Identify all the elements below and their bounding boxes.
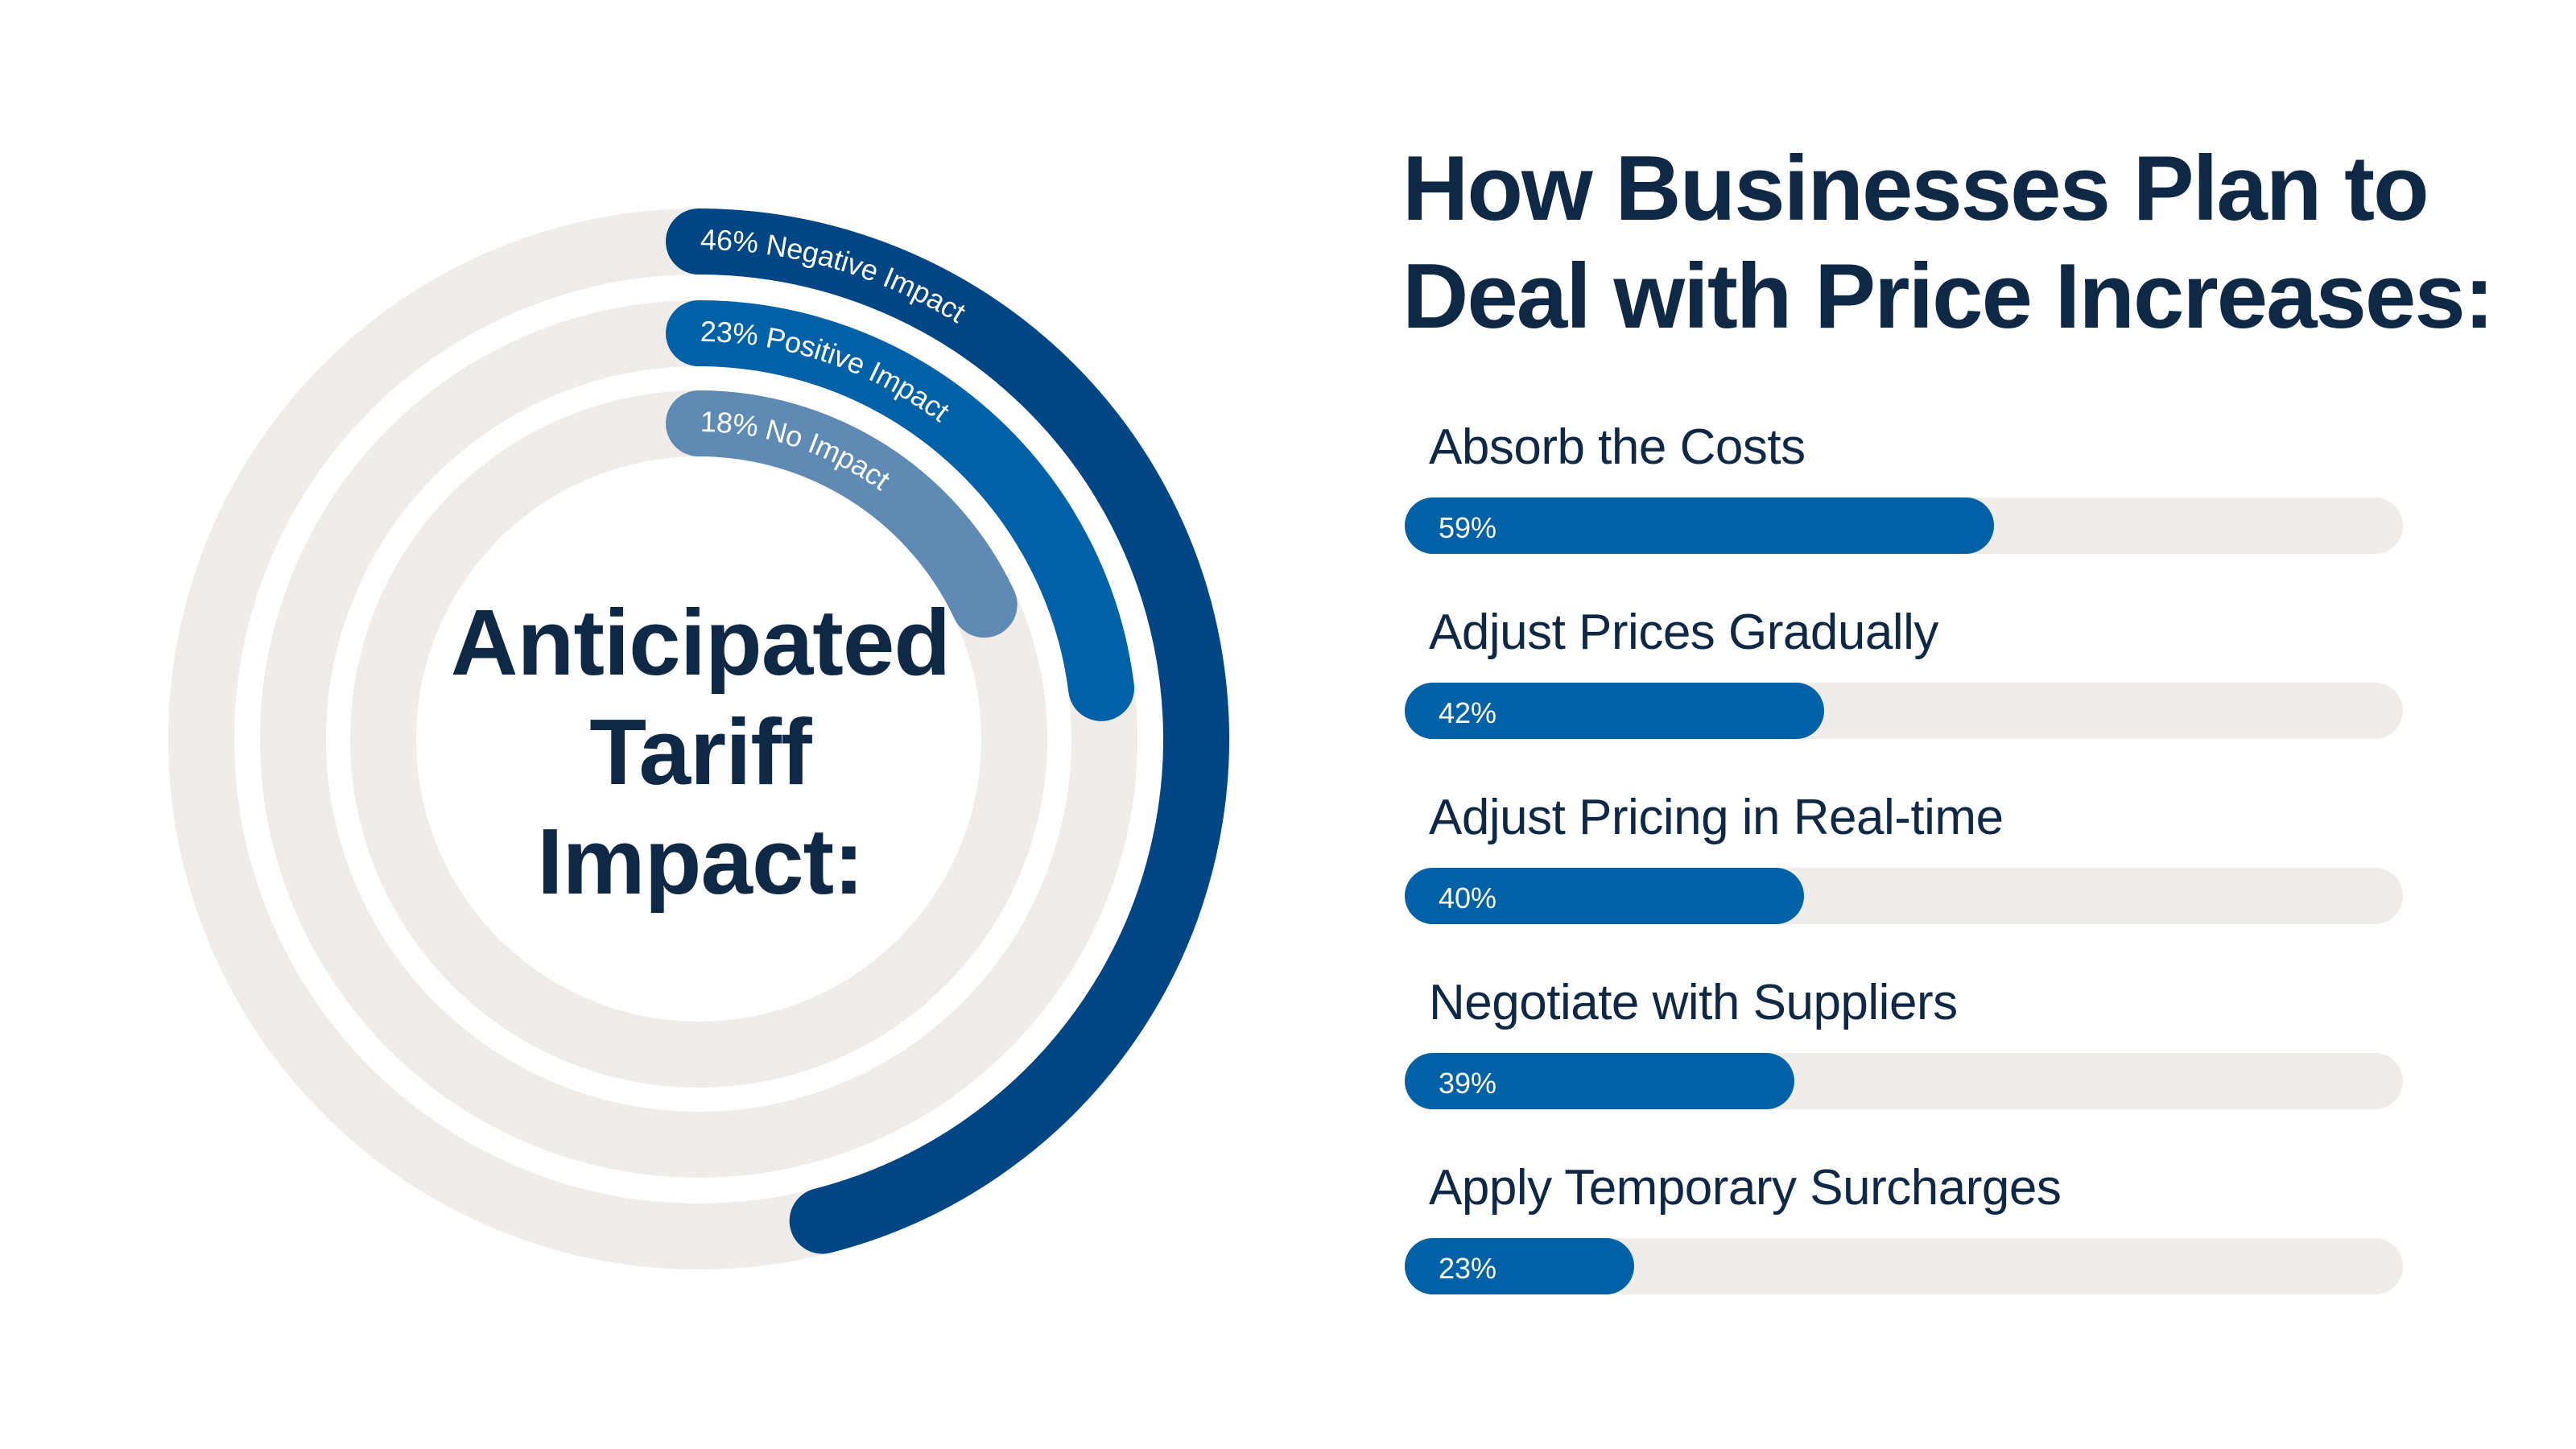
bar-fill: 59% — [1405, 497, 1994, 554]
bar-value-label: 59% — [1439, 511, 1497, 544]
bar-item: Adjust Pricing in Real-time 40% — [1405, 773, 2403, 934]
bar-title-line-1: How Businesses Plan to — [1402, 138, 2429, 240]
bar-track: 59% — [1405, 497, 2403, 554]
radial-arc-3 — [666, 390, 1018, 638]
bar-value-label: 42% — [1439, 696, 1497, 729]
radial-arc-1 — [666, 208, 1229, 1254]
bar-item: Adjust Prices Gradually 42% — [1405, 588, 2403, 749]
bar-item: Apply Temporary Surcharges 23% — [1405, 1143, 2403, 1304]
bar-chart-title: How Businesses Plan to Deal with Price I… — [1402, 135, 2545, 351]
bar-fill: 39% — [1405, 1053, 1794, 1109]
bar-value-label: 23% — [1439, 1252, 1497, 1285]
bar-track: 40% — [1405, 868, 2403, 924]
bar-label: Absorb the Costs — [1429, 419, 1806, 475]
radial-title-line-1: Anticipated — [450, 590, 952, 695]
bar-track: 23% — [1405, 1238, 2403, 1294]
bar-label: Negotiate with Suppliers — [1429, 975, 1958, 1030]
bar-fill: 40% — [1405, 868, 1804, 924]
bar-value-label: 39% — [1439, 1067, 1497, 1100]
bar-track: 42% — [1405, 683, 2403, 739]
bar-title-line-2: Deal with Price Increases: — [1402, 246, 2495, 348]
bar-label: Adjust Prices Gradually — [1429, 605, 1938, 660]
bar-fill: 23% — [1405, 1238, 1635, 1294]
radial-arc-2 — [666, 300, 1135, 721]
radial-title-line-2: Tariff — [589, 700, 811, 804]
bar-fill: 42% — [1405, 683, 1824, 739]
bar-track: 39% — [1405, 1053, 2403, 1109]
bar-value-label: 40% — [1439, 881, 1497, 914]
radial-title-line-3: Impact: — [537, 809, 865, 914]
bar-label: Adjust Pricing in Real-time — [1429, 790, 2004, 845]
bar-item: Negotiate with Suppliers 39% — [1405, 958, 2403, 1119]
radial-chart-title: Anticipated Tariff Impact: — [378, 588, 1022, 916]
bar-item: Absorb the Costs 59% — [1405, 402, 2403, 564]
bar-label: Apply Temporary Surcharges — [1429, 1160, 2062, 1216]
